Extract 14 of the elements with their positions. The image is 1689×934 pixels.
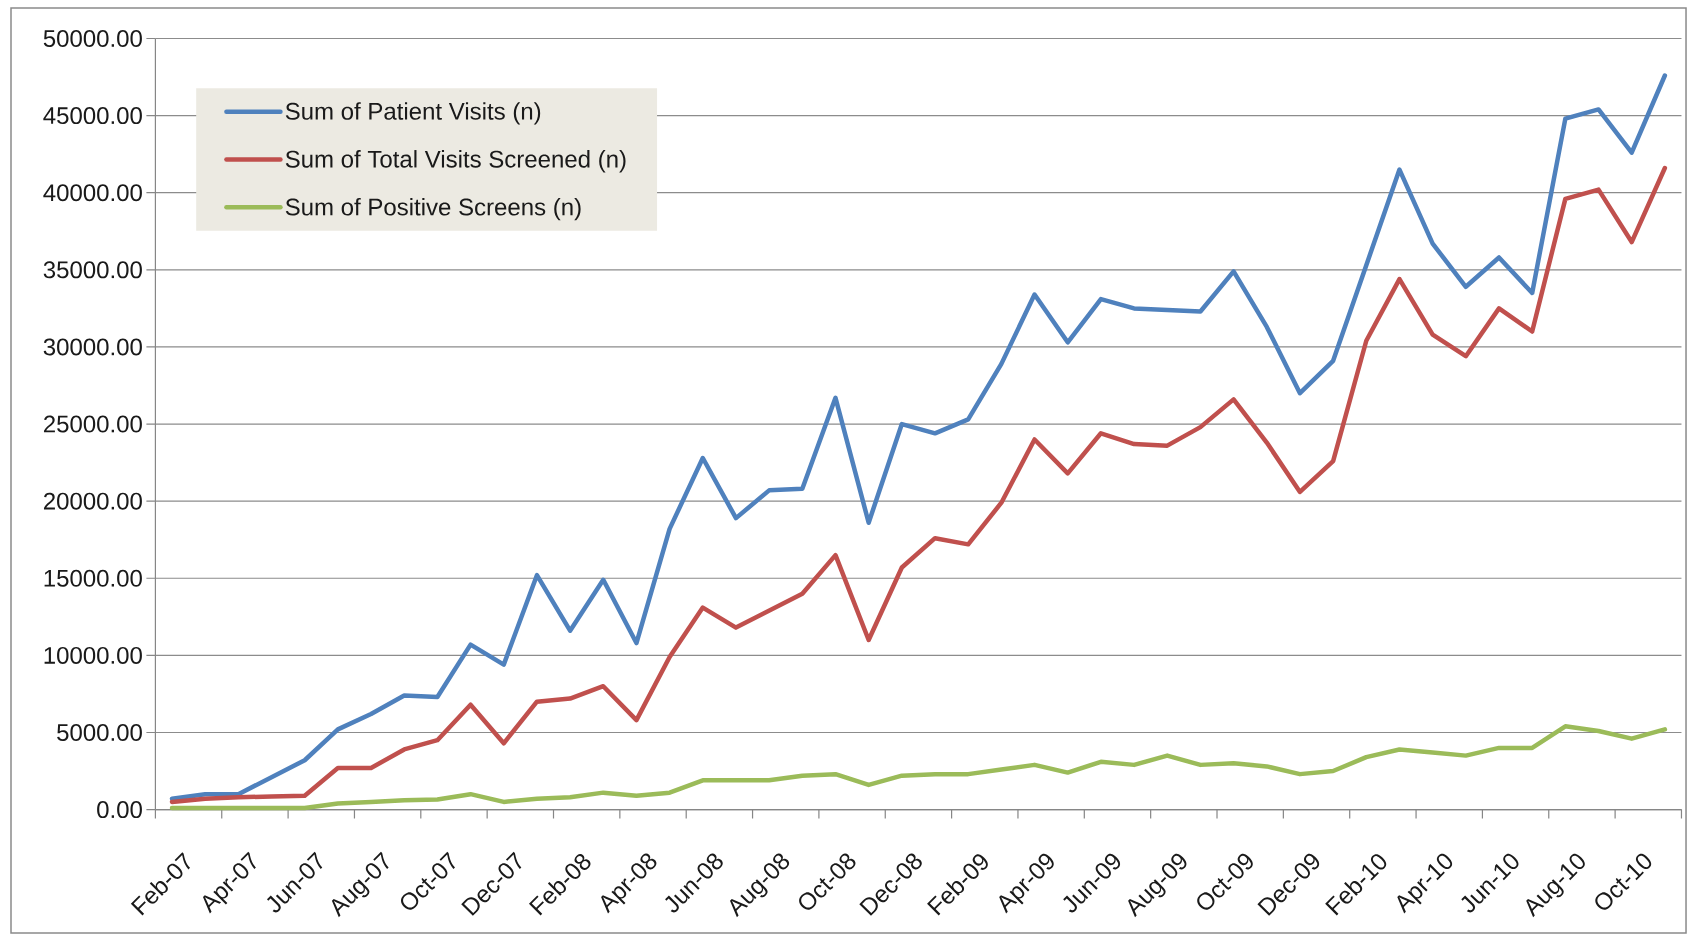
y-tick-label: 10000.00 [44, 646, 142, 664]
y-tick-label: 45000.00 [43, 107, 142, 125]
y-tick-label: 35000.00 [43, 261, 142, 279]
y-tick-label: 25000.00 [43, 415, 142, 433]
legend-label: Sum of Patient Visits (n) [285, 102, 541, 125]
y-tick-label: 50000.00 [43, 29, 142, 47]
y-tick-label: 15000.00 [44, 569, 142, 587]
y-tick-label: 0.00 [97, 801, 142, 819]
y-tick-label: 20000.00 [43, 492, 142, 510]
y-tick-label: 40000.00 [43, 184, 142, 202]
y-tick-label: 30000.00 [43, 338, 142, 356]
legend-label: Sum of Positive Screens (n) [285, 197, 581, 221]
y-tick-label: 5000.00 [57, 723, 142, 741]
legend-label: Sum of Total Visits Screened (n) [285, 150, 626, 173]
